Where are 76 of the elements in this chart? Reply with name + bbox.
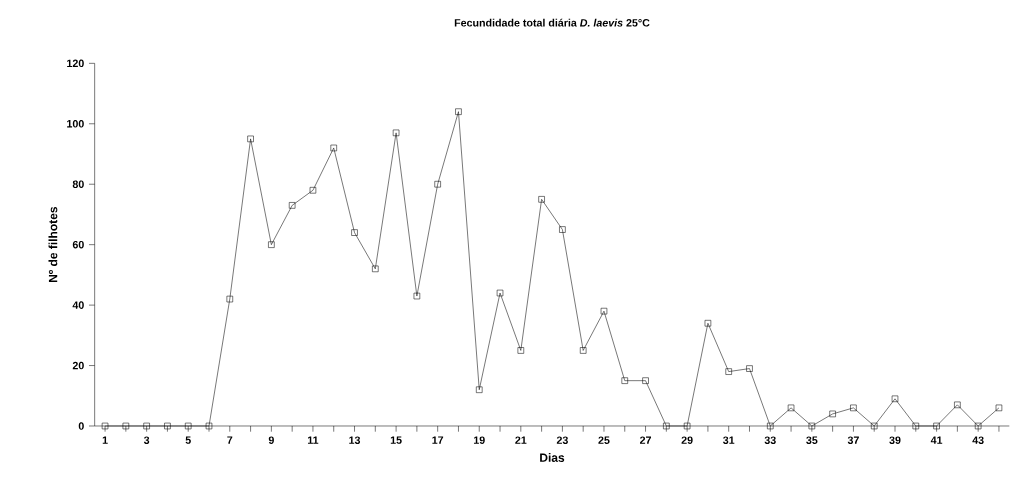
point [954, 401, 961, 409]
x-tick-label: 23 [556, 436, 568, 444]
point [330, 144, 337, 152]
point [164, 422, 171, 430]
y-tick-label: 0 [78, 422, 84, 430]
point [559, 226, 566, 233]
x-tick-label: 31 [723, 436, 735, 444]
point [600, 307, 608, 315]
x-tick-label: 5 [185, 436, 191, 444]
point [663, 422, 670, 430]
x-axis-title: Dias [540, 453, 565, 462]
x-tick-label: 25 [598, 436, 610, 444]
x-tick-label: 3 [143, 436, 150, 444]
point [850, 404, 857, 412]
point [579, 347, 587, 354]
x-tick-label: 11 [307, 436, 319, 444]
y-tick-label: 120 [67, 59, 84, 68]
point [871, 422, 878, 430]
y-tick-label: 40 [72, 301, 84, 309]
point [933, 422, 940, 430]
point [434, 181, 441, 188]
x-tick-label: 7 [227, 436, 233, 444]
point [413, 292, 421, 300]
point [995, 404, 1003, 412]
point [101, 422, 109, 430]
point [122, 422, 130, 430]
point [392, 129, 400, 137]
point [205, 422, 213, 430]
point [476, 386, 483, 393]
x-tick-label: 9 [268, 436, 274, 444]
point [247, 135, 254, 143]
point [288, 202, 296, 209]
x-tick-label: 39 [889, 436, 901, 444]
point [683, 422, 691, 430]
y-axis-title: Nº de filhotes [48, 206, 58, 283]
point [517, 347, 525, 354]
x-tick-label: 1 [102, 436, 108, 444]
x-tick-label: 29 [681, 436, 693, 444]
point [704, 320, 712, 327]
x-tick-label: 27 [639, 436, 652, 444]
point [496, 289, 504, 297]
point [143, 422, 150, 430]
y-tick-label: 60 [72, 240, 84, 249]
point [455, 108, 462, 115]
point [912, 422, 919, 430]
point [226, 295, 233, 303]
x-tick-label: 21 [515, 436, 527, 444]
point [185, 422, 192, 430]
point [309, 187, 317, 194]
point [891, 395, 899, 402]
point [538, 196, 545, 203]
point [974, 422, 982, 430]
y-tick-label: 100 [67, 120, 84, 128]
point [621, 377, 628, 384]
x-tick-label: 43 [972, 436, 984, 444]
point [642, 377, 649, 384]
point [746, 365, 753, 372]
x-tick-label: 33 [764, 436, 776, 444]
x-tick-label: 19 [473, 436, 485, 444]
x-tick-label: 37 [847, 436, 859, 444]
y-tick-label: 20 [72, 361, 84, 370]
point [787, 404, 795, 412]
point [372, 265, 379, 273]
point [808, 422, 816, 430]
point [268, 241, 275, 248]
point [829, 410, 836, 418]
point [725, 368, 732, 375]
y-tick-label: 80 [72, 180, 84, 188]
point [351, 229, 358, 236]
x-tick-label: 35 [806, 436, 818, 444]
x-tick-label: 13 [349, 436, 361, 444]
x-tick-label: 15 [390, 436, 402, 444]
point [767, 422, 774, 430]
chart-title: Fecundidade total diária D. laevis 25°C [454, 18, 650, 27]
x-tick-label: 41 [930, 436, 943, 444]
x-tick-label: 17 [432, 436, 444, 444]
